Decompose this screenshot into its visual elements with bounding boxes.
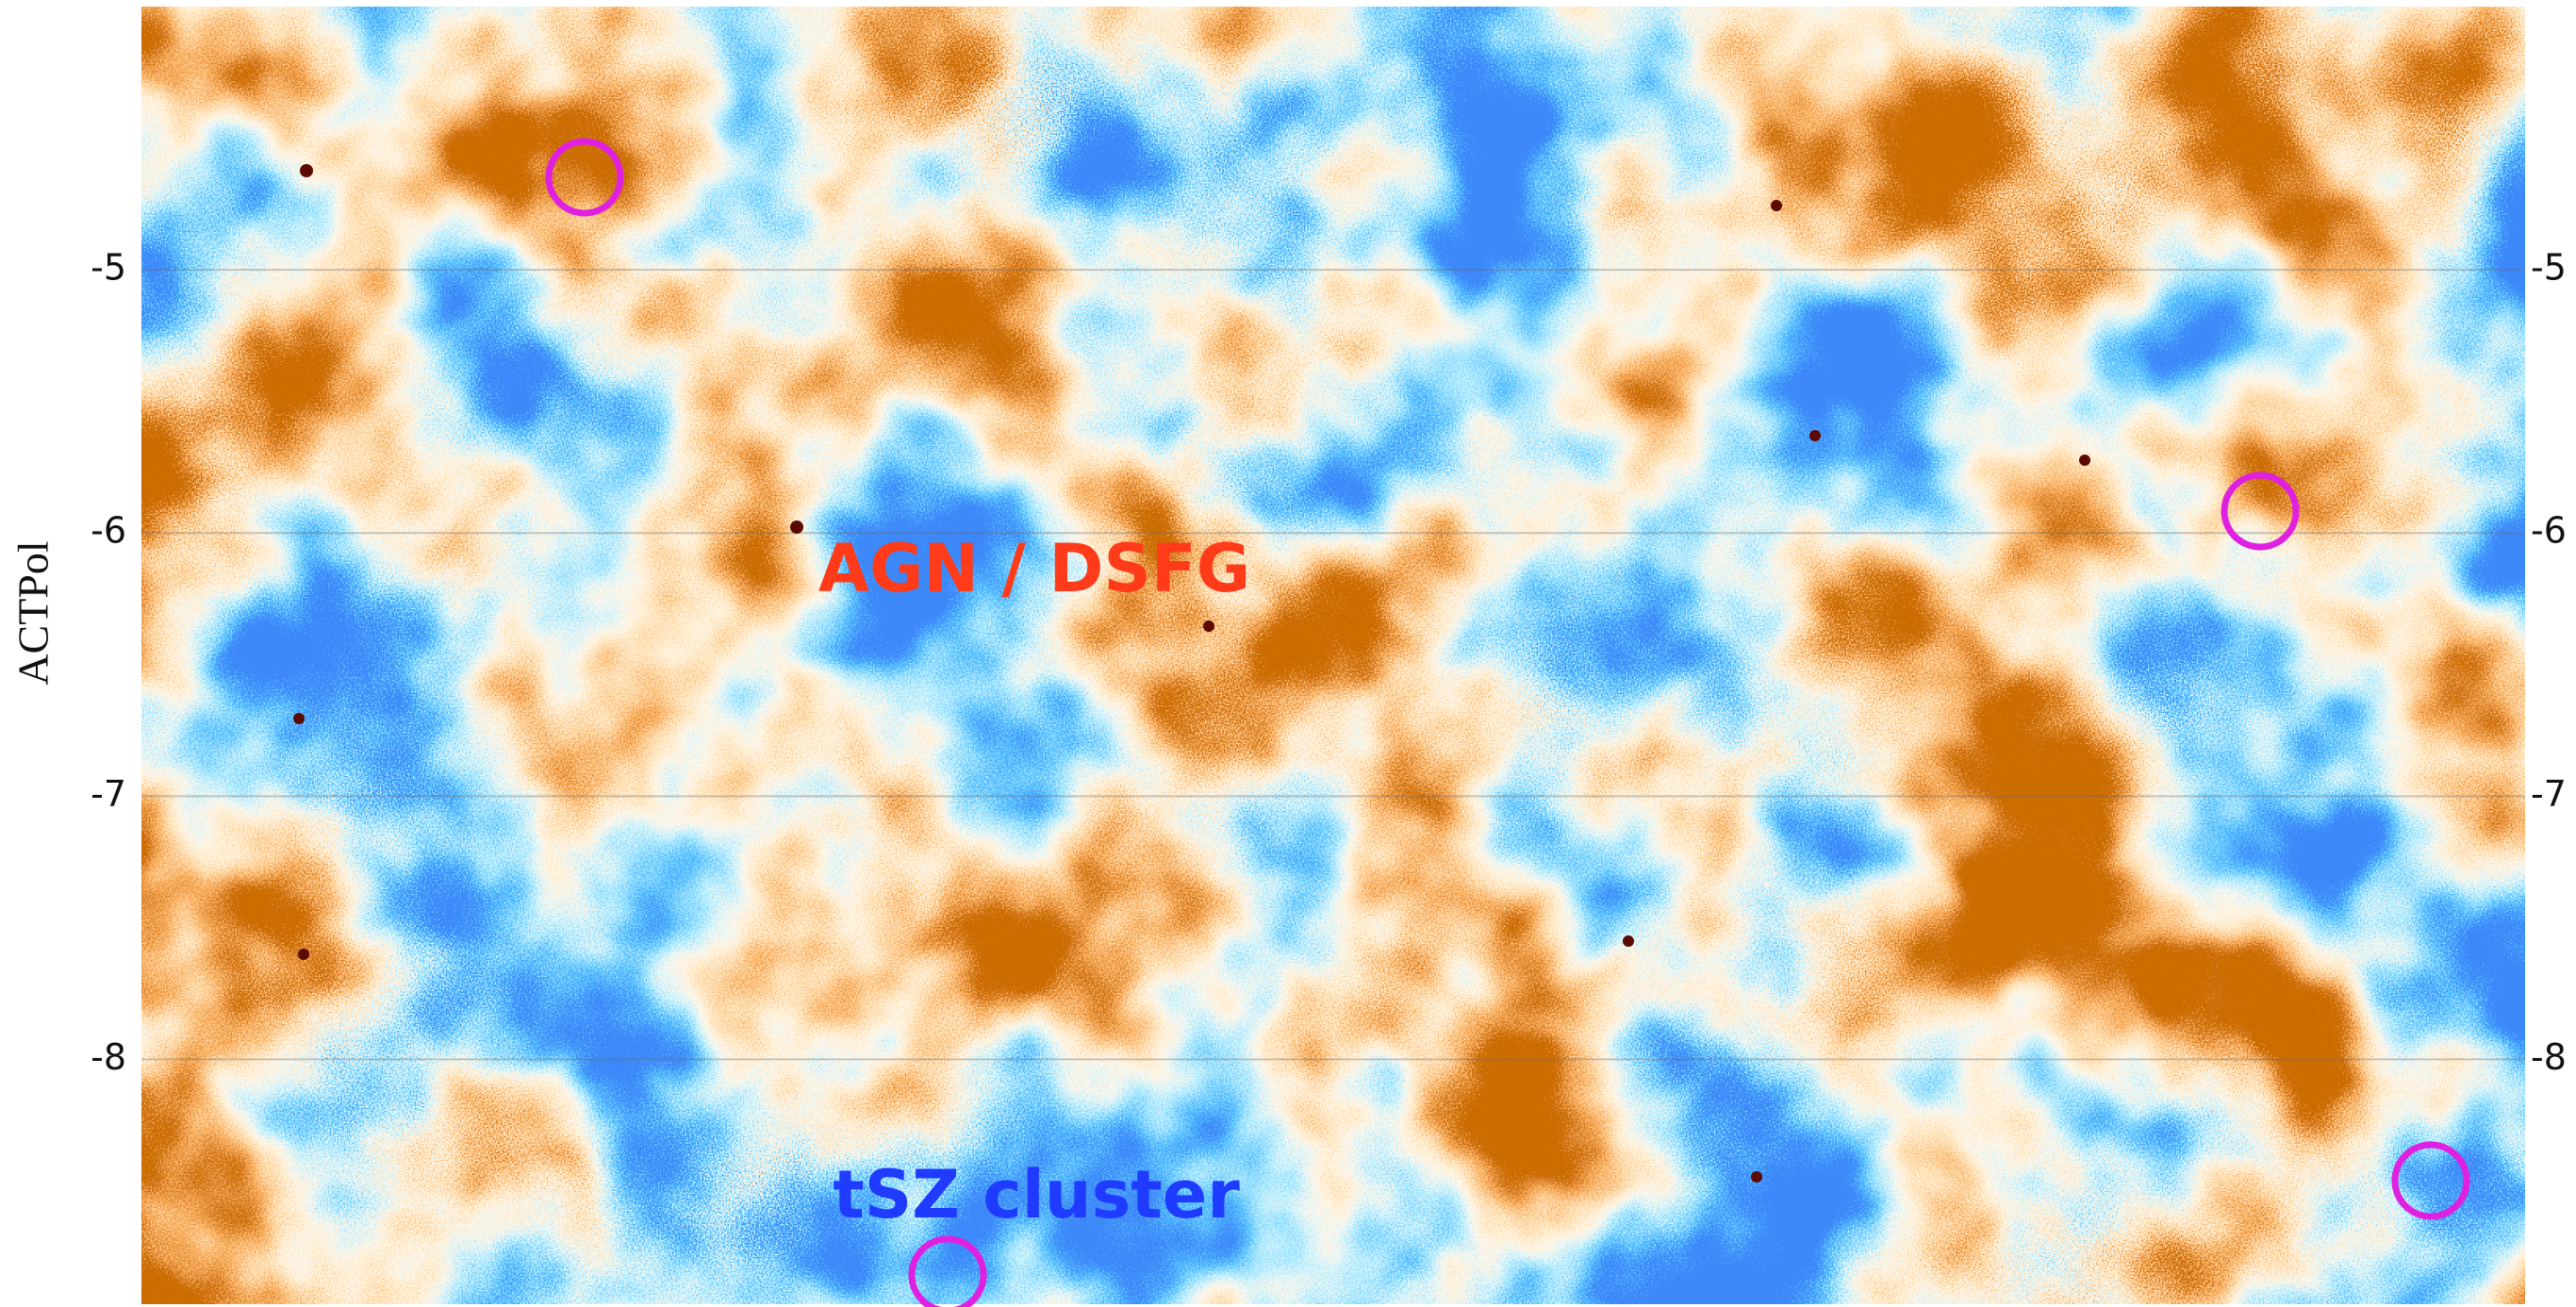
y-tick-label: -7 — [91, 773, 126, 815]
point-source — [790, 521, 803, 534]
point-source — [1809, 430, 1821, 441]
sky-map — [141, 7, 2525, 1304]
annotation: tSZ cluster — [833, 1156, 1240, 1233]
point-source — [293, 713, 305, 724]
y-tick-label: -5 — [91, 247, 126, 289]
annotation: AGN / DSFG — [818, 530, 1250, 607]
chart: AGN / DSFG tSZ cluster ACTPol -5 -5 -6 -6 -7… — [0, 0, 2576, 1307]
y-tick-label: -6 — [2531, 510, 2567, 552]
y-tick-label: -5 — [2531, 247, 2567, 289]
point-source — [298, 949, 309, 960]
y-tick-label: -6 — [91, 510, 126, 552]
point-source — [1751, 1171, 1762, 1183]
y-axis-label: ACTPol — [9, 540, 58, 685]
point-source — [300, 164, 313, 177]
y-tick-label: -8 — [2531, 1036, 2567, 1078]
point-source — [1771, 200, 1782, 211]
point-source — [2079, 455, 2090, 466]
y-tick-label: -7 — [2531, 773, 2567, 815]
point-source — [1623, 935, 1634, 947]
y-tick-label: -8 — [91, 1036, 126, 1078]
point-source — [1203, 620, 1214, 632]
